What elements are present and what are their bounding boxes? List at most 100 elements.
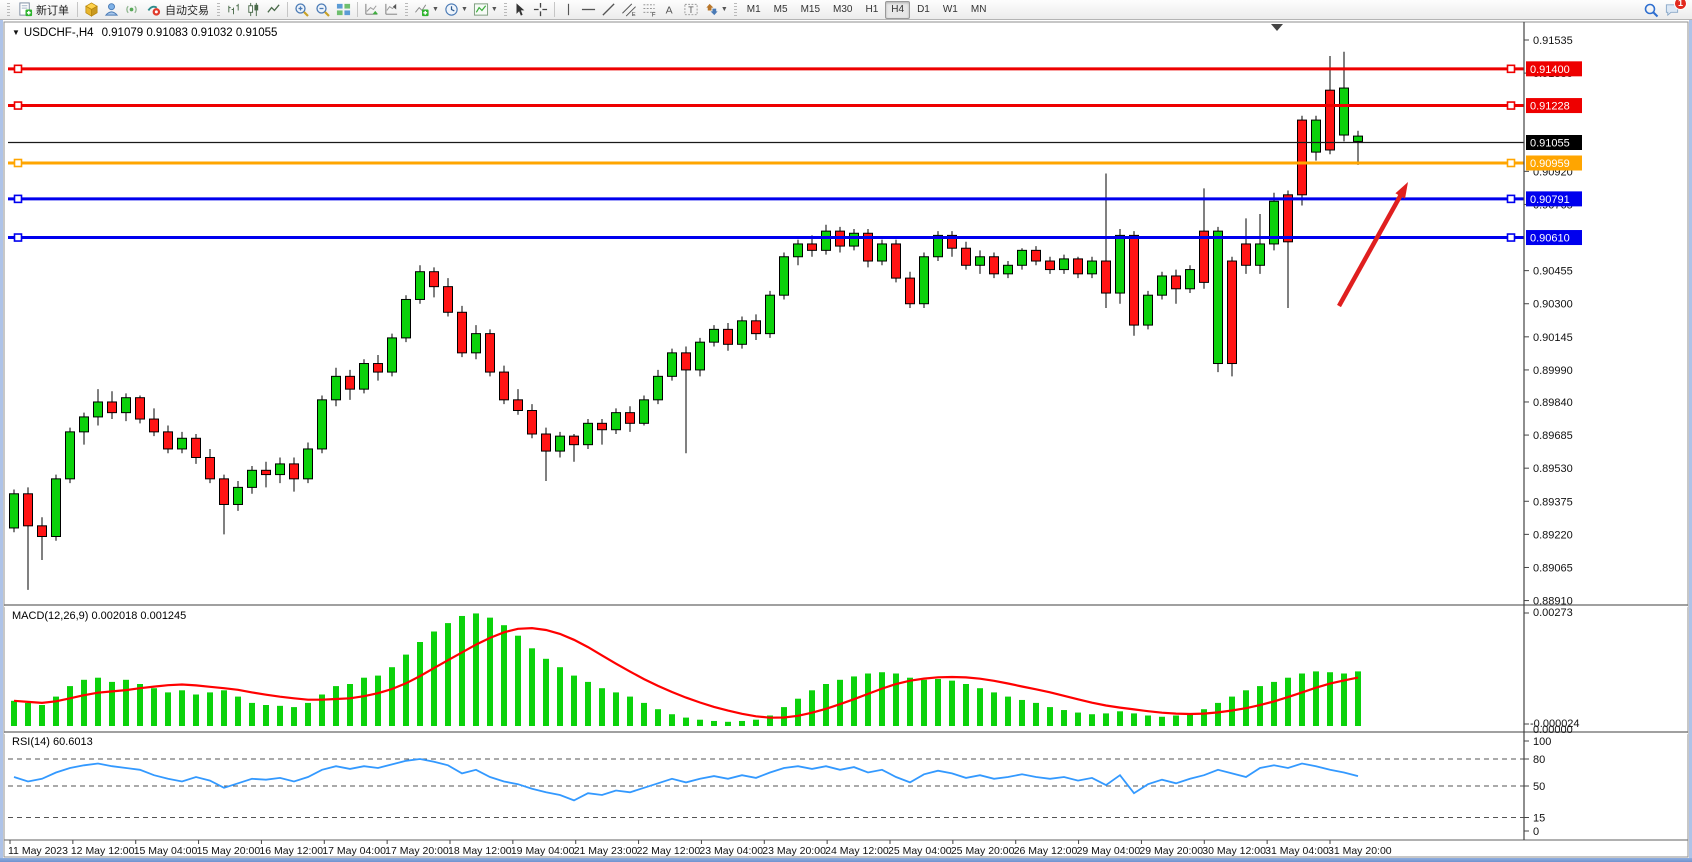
svg-text:25 May 20:00: 25 May 20:00 (951, 845, 1015, 857)
svg-text:0.90300: 0.90300 (1533, 299, 1573, 311)
arrows-tool-button[interactable]: ▼ (702, 1, 730, 19)
auto-scroll-button[interactable] (362, 1, 381, 19)
timeframe-w1-button[interactable]: W1 (942, 4, 958, 15)
new-order-button[interactable]: 新订单 (14, 1, 73, 19)
svg-text:24 May 12:00: 24 May 12:00 (825, 845, 889, 857)
svg-text:0.89990: 0.89990 (1533, 365, 1573, 377)
text-label-icon: T (683, 2, 699, 17)
toolbar-grip (503, 2, 507, 17)
autotrading-label: 自动交易 (165, 4, 209, 17)
svg-text:0.91228: 0.91228 (1530, 101, 1570, 113)
candlestick-series (9, 51, 1363, 590)
crosshair-tool-button[interactable] (531, 1, 550, 19)
bar-chart-button[interactable] (224, 1, 243, 19)
window-frame-left (0, 0, 3, 862)
svg-text:0.89375: 0.89375 (1533, 496, 1573, 508)
toolbar-grip (405, 2, 408, 17)
chevron-down-icon: ▼ (720, 6, 728, 13)
horizontal-level-lines[interactable] (8, 64, 1524, 242)
timeframe-h1-button[interactable]: H1 (865, 4, 879, 15)
vertical-line-icon (562, 2, 575, 17)
cube-icon (84, 2, 99, 17)
svg-text:21 May 23:00: 21 May 23:00 (574, 845, 638, 857)
equidistant-channel-tool-button[interactable]: E (619, 1, 639, 19)
chevron-down-icon: ▼ (432, 6, 439, 13)
search-button[interactable] (1641, 1, 1661, 19)
text-tool-button[interactable]: A (661, 1, 680, 19)
window-frame-bottom (0, 858, 1692, 862)
timeframe-mn-button[interactable]: MN (970, 4, 987, 15)
svg-text:T: T (688, 5, 694, 15)
line-chart-button[interactable] (264, 1, 283, 19)
notification-badge: 1 (1674, 0, 1687, 10)
autotrading-button[interactable]: 自动交易 (142, 1, 213, 19)
candlestick-chart-icon (246, 2, 261, 17)
tile-windows-icon (336, 2, 351, 17)
template-icon (473, 2, 489, 17)
toolbar-grip (7, 2, 10, 17)
profile-icon (104, 2, 119, 17)
svg-text:-0.000024: -0.000024 (1530, 718, 1580, 730)
trendline-icon (601, 2, 616, 17)
trend-arrow-annotation[interactable] (1337, 191, 1405, 308)
auto-scroll-icon (364, 2, 379, 17)
svg-text:A: A (666, 4, 673, 16)
macd-signal-line (13, 626, 1359, 719)
toolbar-separator (287, 2, 288, 17)
indicators-button[interactable]: ▼ (412, 1, 441, 19)
chart-shift-marker-icon[interactable] (1271, 24, 1283, 31)
svg-text:19 May 04:00: 19 May 04:00 (511, 845, 575, 857)
timeframe-m15-button[interactable]: M15 (800, 4, 821, 15)
trendline-tool-button[interactable] (599, 1, 618, 19)
periods-button[interactable]: ▼ (442, 1, 470, 19)
timeframe-h4-button[interactable]: H4 (885, 0, 911, 19)
chart-shift-button[interactable] (382, 1, 401, 19)
svg-text:17 May 20:00: 17 May 20:00 (385, 845, 449, 857)
svg-text:0.90145: 0.90145 (1533, 332, 1573, 344)
toolbar-separator (77, 2, 78, 17)
svg-text:E: E (632, 12, 636, 17)
axis-price-label: 0.91055 (1526, 135, 1582, 151)
text-label-tool-button[interactable]: T (681, 1, 701, 19)
market-watch-button[interactable] (82, 1, 101, 19)
svg-text:0.90610: 0.90610 (1530, 233, 1570, 245)
timeframe-m30-button[interactable]: M30 (833, 4, 853, 15)
cursor-tool-button[interactable] (511, 1, 530, 19)
svg-text:15 May 20:00: 15 May 20:00 (197, 845, 261, 857)
svg-text:0.89685: 0.89685 (1533, 430, 1573, 442)
timeframe-m5-button[interactable]: M5 (773, 4, 788, 15)
bar-chart-icon (226, 2, 241, 17)
autotrading-icon (146, 2, 162, 17)
radio-icon (124, 2, 139, 17)
window-frame-right (1689, 0, 1692, 862)
main-toolbar: 新订单 自动交易 (0, 0, 1692, 20)
svg-text:30 May 12:00: 30 May 12:00 (1202, 845, 1266, 857)
chat-button[interactable]: 1 (1662, 0, 1687, 19)
zoom-out-icon (315, 2, 331, 18)
line-chart-icon (266, 2, 281, 17)
fibonacci-tool-button[interactable]: F (640, 1, 660, 19)
profile-button[interactable] (102, 1, 121, 19)
vertical-line-tool-button[interactable] (559, 1, 578, 19)
svg-text:0.89220: 0.89220 (1533, 529, 1573, 541)
chevron-down-icon: ▼ (460, 6, 468, 13)
svg-text:12 May 12:00: 12 May 12:00 (71, 845, 135, 857)
horizontal-line-tool-button[interactable] (579, 1, 598, 19)
timeframe-m1-button[interactable]: M1 (746, 4, 761, 15)
svg-text:F: F (652, 12, 656, 17)
cursor-icon (513, 2, 527, 17)
svg-text:26 May 12:00: 26 May 12:00 (1014, 845, 1078, 857)
tile-windows-button[interactable] (334, 1, 353, 19)
candlestick-chart-button[interactable] (244, 1, 263, 19)
svg-text:23 May 20:00: 23 May 20:00 (762, 845, 826, 857)
templates-button[interactable]: ▼ (471, 1, 500, 19)
broadcast-button[interactable] (122, 1, 141, 19)
chart-canvas[interactable]: 0.915350.913800.909200.907650.904550.903… (0, 20, 1692, 862)
zoom-out-button[interactable] (313, 1, 333, 19)
timeframe-d1-button[interactable]: D1 (917, 4, 930, 15)
zoom-in-button[interactable] (292, 1, 312, 19)
chart-shift-icon (384, 2, 399, 17)
new-order-icon (18, 2, 33, 17)
arrows-icon (704, 2, 719, 17)
svg-text:17 May 04:00: 17 May 04:00 (322, 845, 386, 857)
